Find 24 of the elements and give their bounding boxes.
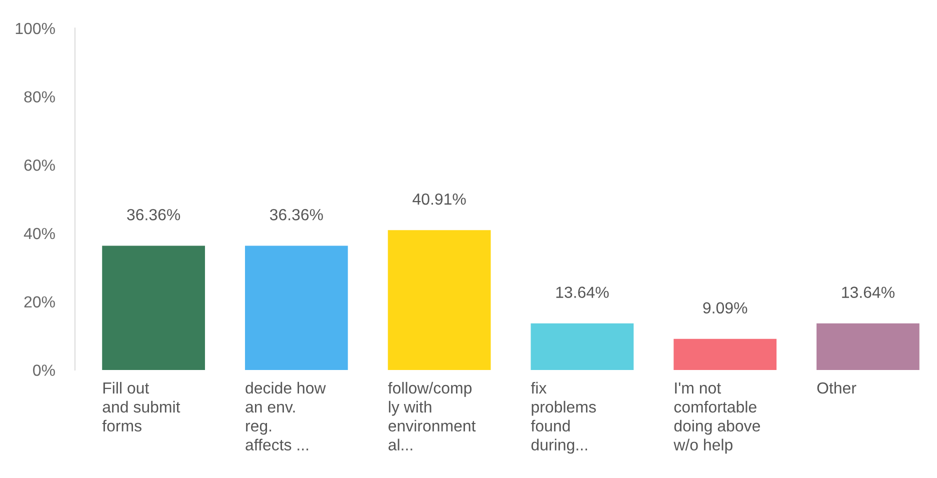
data-label: 40.91% (412, 193, 466, 205)
x-tick-label: Fill out and submit forms (102, 382, 180, 432)
y-tick-label: 100% (16, 22, 55, 34)
bar (388, 230, 491, 370)
bar (102, 246, 205, 370)
y-tick-label: 40% (24, 228, 55, 240)
x-tick-label: decide how an env. reg. affects ... (246, 382, 326, 450)
data-label: 9.09% (703, 302, 748, 314)
bar (530, 323, 634, 370)
x-tick-label: Other (817, 382, 856, 394)
x-tick-label: fix problems found during... (530, 382, 596, 454)
data-label: 13.64% (842, 286, 894, 298)
data-label: 36.36% (270, 209, 323, 220)
y-tick-label: 0% (33, 364, 55, 376)
data-label: 13.64% (556, 286, 609, 298)
data-label: 36.36% (127, 209, 180, 220)
bar (816, 323, 920, 370)
y-tick-label: 20% (24, 296, 55, 308)
x-tick-label: follow/comp ly with environment al... (388, 382, 476, 450)
x-tick-label: I'm not comfortable doing above w/o help (674, 382, 760, 454)
bar (244, 246, 348, 370)
y-tick-label: 60% (24, 160, 55, 171)
y-tick-label: 80% (24, 91, 55, 102)
bar (674, 338, 777, 370)
